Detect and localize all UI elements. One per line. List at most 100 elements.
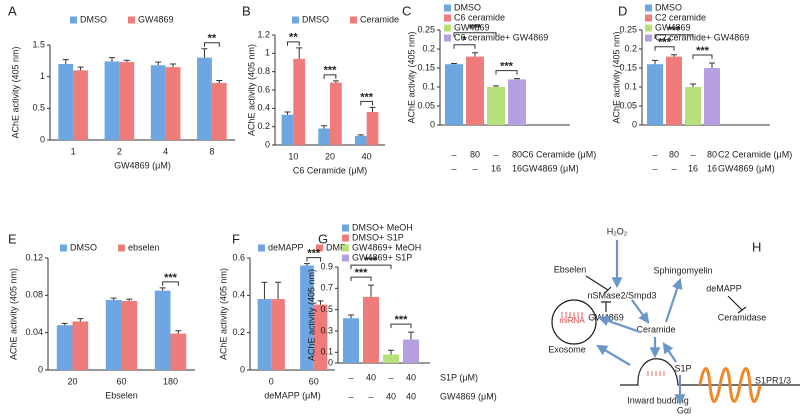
bar [271, 299, 285, 370]
bar [119, 62, 135, 140]
y-axis-label: AChE activity (405 nm) [10, 46, 20, 138]
bar [487, 87, 505, 125]
arrows [596, 240, 686, 406]
x-axis-label: C6 Ceramide (μM) [293, 165, 367, 175]
budding-mirna [647, 371, 665, 376]
panel: B AChE activity (405 nm) 0 0.2 0.4 0.6 0.8 1 1.2… [242, 3, 399, 175]
bar [56, 325, 73, 370]
bar [150, 65, 166, 140]
legend-label: deMAPP [268, 242, 304, 252]
bar [257, 299, 272, 370]
error-bar [451, 62, 457, 65]
condition-value: – [348, 391, 353, 401]
error-bar [155, 61, 162, 66]
legend-label: DMSO [454, 2, 481, 12]
y-tick-label: 0 [430, 119, 435, 129]
legend-swatch [342, 254, 349, 262]
y-tick-label: 0.25 [619, 24, 637, 34]
bar [330, 82, 342, 145]
legend-label: DMSO+ MeOH [352, 222, 413, 232]
legend-swatch [70, 16, 77, 24]
node-label: Ceramidase [718, 312, 767, 322]
node-label: Ceramide [636, 324, 675, 334]
significance-bracket [306, 257, 322, 262]
significance-bracket [453, 44, 476, 49]
bar [666, 56, 682, 125]
y-axis-label: AChE activity (405 nm) [611, 31, 621, 123]
error-bar [369, 106, 376, 112]
panel-label: G [318, 231, 328, 246]
legend-swatch [444, 14, 451, 22]
legend-label: DMSO [655, 2, 682, 12]
condition-value: 40 [386, 391, 396, 401]
legend-swatch [316, 244, 323, 252]
condition-value: – [472, 163, 477, 173]
panel: C AChE activity (405 nm) 0 0.05 0.1 0.15 0.2 0.… [402, 2, 596, 173]
significance-bracket [654, 34, 694, 39]
y-axis-label: AChE activity (405 nm) [218, 268, 228, 360]
condition-value: 80 [669, 149, 679, 159]
error-bar [284, 111, 291, 115]
receptor-coil [698, 367, 762, 403]
x-axis-label: Ebselen [105, 390, 138, 400]
error-bar [348, 314, 354, 319]
x-tick-label: 180 [163, 376, 178, 386]
y-tick-label: 1.2 [257, 29, 270, 39]
significance-label: *** [365, 255, 379, 267]
y-tick-label: 0.15 [417, 62, 435, 72]
node-label: nSMase2/Smpd3 [587, 290, 656, 300]
error-bar [77, 66, 84, 71]
legend-swatch [645, 24, 652, 32]
significance-bracket [360, 100, 374, 106]
bar [313, 304, 328, 370]
legend-swatch [60, 244, 67, 252]
y-axis-label: AChE activity (405 nm) [246, 44, 256, 136]
node-label: S1PR1/3 [755, 375, 791, 385]
error-bar [493, 85, 499, 87]
condition-value: – [368, 391, 373, 401]
bar [383, 354, 399, 363]
error-bar [652, 59, 658, 65]
error-bar [159, 287, 166, 291]
bar [647, 64, 663, 125]
y-tick-label: 0.1 [422, 81, 435, 91]
error-bar [296, 47, 303, 59]
error-bar [170, 63, 177, 68]
legend-swatch [444, 4, 451, 12]
error-bar [275, 281, 282, 300]
y-tick-label: 0.04 [25, 327, 43, 337]
bar [197, 57, 212, 140]
panel-label: H [752, 239, 761, 254]
error-bar [175, 330, 182, 334]
condition-value: – [652, 163, 657, 173]
y-tick-label: 0.2 [422, 43, 435, 53]
panel-label: E [8, 231, 17, 246]
bar [121, 300, 138, 370]
significance-label: ** [208, 33, 217, 45]
error-bar [110, 297, 117, 300]
error-bar [408, 331, 414, 340]
y-tick-label: 0.6 [257, 84, 270, 94]
exosome-shape [551, 299, 597, 345]
legend-label: GW4869+ MeOH [352, 242, 421, 252]
bar [154, 290, 171, 370]
bar [72, 321, 89, 370]
error-bar [261, 281, 268, 300]
panel: A AChE activity (405 nm) 0 0.5 1 1.5 DMSO GW486… [8, 3, 235, 170]
bar [363, 296, 379, 363]
y-tick-label: 0.05 [619, 100, 637, 110]
bar [685, 87, 701, 125]
y-tick-label: 0.4 [232, 290, 245, 300]
condition-value: – [451, 163, 456, 173]
x-tick-label: 2 [117, 146, 122, 156]
condition-value: 16 [707, 163, 717, 173]
condition-value: 80 [707, 149, 717, 159]
y-tick-label: 0.9 [320, 261, 333, 271]
condition-value: – [348, 372, 353, 382]
condition-value: 40 [406, 372, 416, 382]
legend-label: C2 ceramide [655, 12, 706, 22]
significance-bracket [390, 323, 412, 329]
y-tick-label: 0 [38, 364, 43, 374]
y-tick-label: 0 [632, 119, 637, 129]
x-tick-label: 20 [325, 151, 335, 161]
